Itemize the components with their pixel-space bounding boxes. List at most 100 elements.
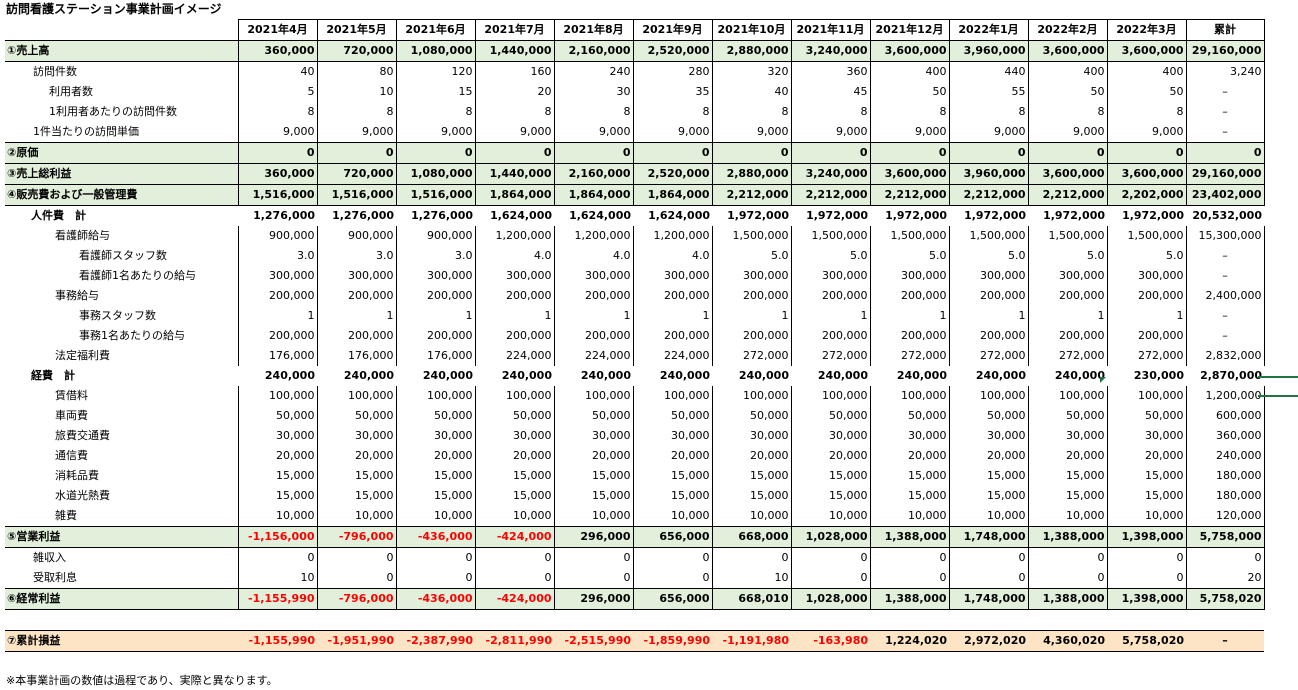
row-label[interactable]: ③売上総利益 — [5, 163, 238, 185]
table-cell[interactable]: 10,000 — [237, 506, 318, 527]
table-cell[interactable]: 3,600,000 — [869, 40, 950, 62]
table-cell[interactable]: 50,000 — [632, 406, 713, 426]
table-cell[interactable]: 0 — [474, 568, 555, 589]
table-cell[interactable]: 50,000 — [1027, 406, 1108, 426]
column-header[interactable]: 2021年7月 — [474, 19, 555, 41]
table-cell[interactable]: 1,972,000 — [964, 209, 1026, 222]
table-cell[interactable]: 1 — [790, 306, 871, 326]
table-cell[interactable]: 100,000 — [316, 386, 397, 406]
table-cell[interactable]: 20,000 — [553, 446, 634, 466]
table-cell[interactable]: 10,000 — [711, 506, 792, 527]
table-cell[interactable]: 2,212,000 — [1027, 184, 1108, 206]
table-cell[interactable]: 10,000 — [1027, 506, 1108, 527]
table-cell[interactable]: -436,000 — [395, 588, 476, 610]
table-cell[interactable]: 200,000 — [790, 286, 871, 306]
row-label[interactable]: 事務給与 — [55, 289, 99, 302]
table-cell[interactable]: 9,000 — [869, 122, 950, 143]
table-cell[interactable]: 20,000 — [711, 446, 792, 466]
table-cell[interactable]: 15,000 — [237, 486, 318, 506]
table-cell[interactable]: 320 — [711, 61, 792, 82]
table-cell[interactable]: -1,155,990 — [237, 588, 318, 610]
column-header[interactable]: 2022年1月 — [948, 19, 1029, 41]
table-cell[interactable]: 300,000 — [395, 266, 476, 286]
table-cell[interactable]: 1,864,000 — [474, 184, 555, 206]
table-cell[interactable]: 1,516,000 — [237, 184, 318, 206]
table-cell[interactable]: 100,000 — [395, 386, 476, 406]
table-cell[interactable]: 240,000 — [738, 369, 789, 382]
table-cell[interactable]: 8 — [632, 102, 713, 122]
table-cell[interactable]: 360,000 — [237, 40, 318, 62]
table-cell[interactable] — [475, 610, 554, 631]
row-label[interactable]: 車両費 — [55, 409, 88, 422]
table-cell[interactable]: 1,864,000 — [553, 184, 634, 206]
column-header[interactable]: 2021年8月 — [553, 19, 634, 41]
table-cell[interactable]: 160 — [474, 61, 555, 82]
table-cell[interactable]: 100,000 — [1027, 386, 1108, 406]
table-cell[interactable]: 1,500,000 — [1027, 226, 1108, 246]
table-cell[interactable]: 1,500,000 — [1106, 226, 1187, 246]
table-cell[interactable]: 1,748,000 — [948, 588, 1029, 610]
table-cell[interactable]: 200,000 — [711, 286, 792, 306]
table-cell[interactable]: 1,200,000 — [474, 226, 555, 246]
table-cell[interactable]: 0 — [553, 142, 634, 164]
row-label[interactable]: 看護師給与 — [55, 229, 110, 242]
table-cell[interactable]: 2,160,000 — [553, 163, 634, 185]
table-cell[interactable]: 8 — [553, 102, 634, 122]
table-cell[interactable]: 1 — [237, 306, 318, 326]
table-cell[interactable]: 200,000 — [711, 326, 792, 346]
table-cell[interactable]: 0 — [790, 568, 871, 589]
table-cell[interactable] — [870, 610, 949, 631]
table-cell[interactable]: 1,624,000 — [569, 209, 631, 222]
table-cell[interactable]: 5 — [237, 82, 318, 102]
row-label[interactable]: 受取利息 — [33, 571, 77, 584]
table-cell[interactable]: 10,000 — [948, 506, 1029, 527]
table-cell[interactable]: 20,532,000 — [1192, 209, 1262, 222]
table-cell[interactable]: 9,000 — [790, 122, 871, 143]
table-cell[interactable]: 10 — [237, 568, 318, 589]
table-cell[interactable]: 200,000 — [1027, 286, 1108, 306]
table-cell[interactable]: 9,000 — [316, 122, 397, 143]
table-cell[interactable]: 30,000 — [790, 426, 871, 446]
table-cell[interactable]: 200,000 — [869, 286, 950, 306]
table-cell[interactable]: 1,500,000 — [869, 226, 950, 246]
table-cell[interactable]: 15,000 — [1027, 486, 1108, 506]
table-cell[interactable]: 200,000 — [395, 326, 476, 346]
table-cell[interactable]: 3,600,000 — [1106, 40, 1187, 62]
table-cell[interactable]: 600,000 — [1185, 406, 1265, 426]
table-cell[interactable]: 10,000 — [474, 506, 555, 527]
table-cell[interactable]: 1,388,000 — [869, 588, 950, 610]
table-cell[interactable]: 0 — [237, 547, 318, 568]
table-cell[interactable]: 5.0 — [711, 246, 792, 266]
header-corner[interactable] — [5, 20, 238, 41]
table-cell[interactable]: 1,516,000 — [316, 184, 397, 206]
table-cell[interactable]: 0 — [1185, 142, 1265, 164]
table-cell[interactable]: 20,000 — [790, 446, 871, 466]
table-cell[interactable]: 8 — [869, 102, 950, 122]
table-cell[interactable]: 440 — [948, 61, 1029, 82]
table-cell[interactable]: 40 — [711, 82, 792, 102]
table-cell[interactable]: 200,000 — [869, 326, 950, 346]
table-cell[interactable]: 0 — [1185, 547, 1265, 568]
table-cell[interactable]: 272,000 — [1106, 346, 1187, 366]
table-cell[interactable]: 240,000 — [659, 369, 710, 382]
table-cell[interactable]: 180,000 — [1185, 466, 1265, 486]
table-cell[interactable]: 180,000 — [1185, 486, 1265, 506]
table-cell[interactable]: – — [1185, 102, 1265, 122]
table-cell[interactable]: 0 — [316, 547, 397, 568]
table-cell[interactable]: 15,000 — [790, 466, 871, 486]
table-cell[interactable]: 4,360,020 — [1028, 630, 1107, 652]
column-header[interactable]: 2021年9月 — [632, 19, 713, 41]
table-cell[interactable]: 240,000 — [817, 369, 868, 382]
table-cell[interactable] — [712, 610, 791, 631]
table-cell[interactable]: 200,000 — [237, 326, 318, 346]
table-cell[interactable] — [791, 610, 870, 631]
table-cell[interactable]: 15,000 — [1106, 466, 1187, 486]
table-cell[interactable]: 296,000 — [553, 526, 634, 548]
table-cell[interactable]: 400 — [1027, 61, 1108, 82]
table-cell[interactable]: 1,972,000 — [1122, 209, 1184, 222]
table-cell[interactable]: 50 — [1106, 82, 1187, 102]
table-cell[interactable]: 20,000 — [395, 446, 476, 466]
table-cell[interactable]: 30,000 — [474, 426, 555, 446]
table-cell[interactable]: – — [1185, 266, 1265, 286]
row-label[interactable]: 事務1名あたりの給与 — [79, 329, 185, 342]
